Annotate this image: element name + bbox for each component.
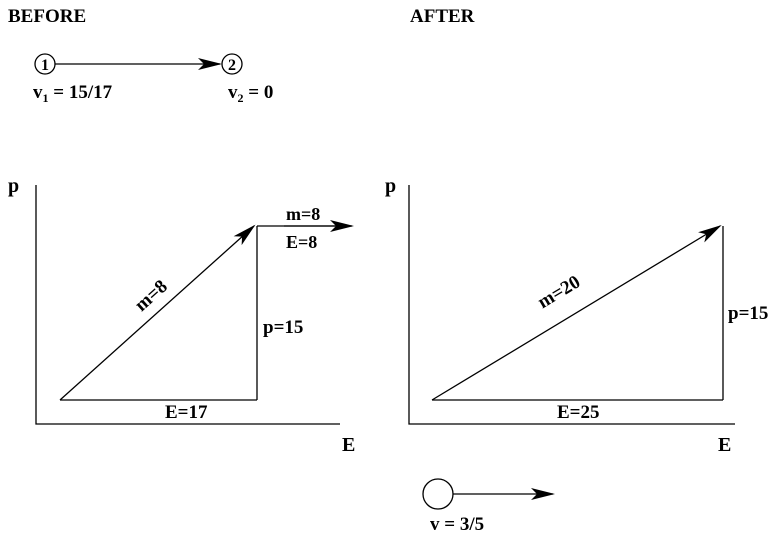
particle-2-label: 2 xyxy=(228,57,236,74)
left-four-momentum-arrow xyxy=(59,224,256,401)
right-x-axis-label: E xyxy=(718,434,731,456)
right-energy-momentum-plot: p E m=20 p=15 E=25 xyxy=(385,175,768,456)
outgoing-mass-label: m=8 xyxy=(286,204,320,224)
final-particle: v = 3/5 xyxy=(422,478,555,535)
before-heading: BEFORE xyxy=(8,6,86,27)
right-energy-label: E=25 xyxy=(557,402,600,423)
left-energy-label: E=17 xyxy=(165,402,208,423)
v1-label: v1 = 15/17 xyxy=(33,82,113,105)
final-velocity-label: v = 3/5 xyxy=(430,514,484,535)
v2-label: v2 = 0 xyxy=(228,82,273,105)
after-heading: AFTER xyxy=(410,6,475,27)
right-mass-label: m=20 xyxy=(534,272,584,313)
left-y-axis-label: p xyxy=(8,175,19,197)
final-particle-circle xyxy=(422,478,454,510)
right-axes xyxy=(408,185,735,425)
right-four-momentum-arrow xyxy=(431,224,722,401)
left-energy-momentum-plot: p E m=8 p=15 E=17 m=8 E=8 xyxy=(8,175,355,456)
right-y-axis-label: p xyxy=(385,175,396,197)
left-momentum-label: p=15 xyxy=(263,317,303,338)
particle-2: 2 xyxy=(221,53,243,75)
left-axes xyxy=(35,185,340,425)
particle-1-label: 1 xyxy=(41,57,49,74)
outgoing-energy-label: E=8 xyxy=(286,232,317,252)
left-mass-label: m=8 xyxy=(131,276,172,316)
left-x-axis-label: E xyxy=(342,434,355,456)
right-momentum-label: p=15 xyxy=(728,303,768,324)
particle-1: 1 xyxy=(34,53,56,75)
